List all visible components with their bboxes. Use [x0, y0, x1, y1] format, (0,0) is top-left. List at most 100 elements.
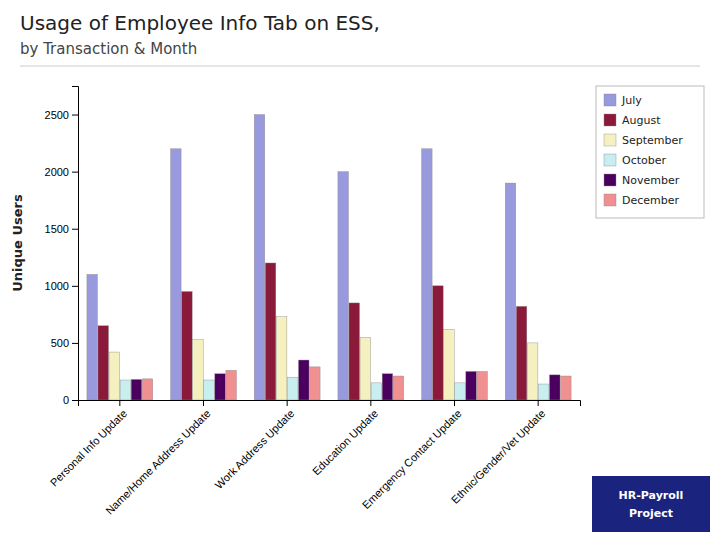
title: Usage of Employee Info Tab on ESS, — [20, 11, 380, 35]
legend: July August September October November Decemb… — [596, 86, 704, 218]
logo: HR-PayrollProject — [592, 476, 710, 532]
bar — [204, 380, 215, 400]
legend-item: September — [604, 134, 683, 147]
bar-series — [142, 367, 571, 400]
tick: 2000 — [45, 166, 78, 178]
subtitle: by Transaction & Month — [20, 40, 197, 58]
tick-label: Personal Info Update — [48, 407, 130, 489]
legend-swatch — [604, 94, 616, 106]
tick-label: Name/Home Address Update — [103, 407, 213, 517]
bar — [433, 286, 444, 400]
bar — [120, 380, 131, 400]
legend-item: July — [604, 94, 642, 107]
bar — [349, 303, 360, 400]
tick: Emergency Contact Update — [360, 400, 464, 511]
legend-swatch — [604, 114, 616, 126]
bar-series — [109, 317, 538, 400]
bar — [371, 383, 382, 400]
bar — [382, 374, 393, 400]
bars — [87, 115, 571, 400]
bar-series — [98, 263, 527, 400]
axis-line — [79, 401, 581, 407]
tick-mark — [370, 400, 371, 406]
legend-frame — [596, 86, 704, 218]
legend-label: July — [621, 94, 642, 107]
tick: 0 — [63, 394, 78, 406]
tick-mark — [72, 343, 78, 344]
legend-label: September — [622, 134, 683, 147]
tick-mark — [119, 400, 120, 406]
bar — [338, 172, 349, 400]
bar — [444, 329, 455, 400]
tick: Work Address Update — [212, 400, 296, 491]
title-rule — [20, 66, 700, 67]
tick-label: Emergency Contact Update — [360, 407, 464, 511]
bar — [455, 383, 466, 400]
tick-mark — [287, 400, 288, 406]
chart: Usage of Employee Info Tab on ESS, by Tra… — [0, 0, 720, 540]
tick: 500 — [51, 337, 78, 349]
bar — [310, 367, 321, 400]
tick: Name/Home Address Update — [103, 400, 213, 517]
bar — [422, 149, 433, 400]
legend-item: November — [604, 174, 680, 187]
bar — [171, 149, 182, 400]
tick: 1500 — [45, 223, 78, 235]
bar — [527, 343, 538, 400]
legend-swatch — [604, 194, 616, 206]
bar — [299, 360, 310, 400]
bar — [98, 326, 109, 400]
tick-label: Ethnic/Gender/Vet Update — [449, 407, 548, 506]
axis-line — [72, 87, 79, 401]
bar — [109, 352, 120, 400]
x-axis: Personal Info UpdateName/Home Address Up… — [48, 400, 581, 517]
tick-label: Education Update — [310, 407, 380, 477]
bar — [87, 274, 98, 400]
legend-label: October — [622, 154, 666, 167]
bar — [226, 370, 237, 400]
legend-item: December — [604, 194, 680, 207]
bar — [477, 371, 488, 400]
legend-label: December — [622, 194, 680, 207]
bar — [538, 384, 549, 400]
bar — [254, 115, 265, 400]
bar — [516, 306, 527, 400]
tick-label: 2500 — [45, 109, 69, 121]
plot: 0 500 1000 1500 2000 2500 Personal Info Update… — [45, 87, 581, 517]
legend-item: October — [604, 154, 666, 167]
bar — [505, 183, 516, 400]
bar — [360, 337, 371, 400]
tick-label: 1000 — [45, 280, 69, 292]
bar — [142, 379, 153, 400]
bar — [276, 317, 287, 400]
legend-item: August — [604, 114, 661, 127]
legend-swatch — [604, 154, 616, 166]
logo-box — [592, 476, 710, 532]
bar — [265, 263, 276, 400]
tick-mark — [72, 286, 78, 287]
legend-swatch — [604, 174, 616, 186]
legend-swatch — [604, 134, 616, 146]
y-axis-label: Unique Users — [10, 194, 25, 292]
bar — [393, 376, 404, 400]
bar — [466, 371, 477, 400]
bar — [193, 339, 204, 400]
bar — [550, 375, 561, 400]
tick-mark — [203, 400, 204, 406]
legend-label: November — [622, 174, 680, 187]
bar — [131, 379, 142, 400]
bar-series — [87, 115, 516, 400]
tick-mark — [72, 229, 78, 230]
tick-label: 2000 — [45, 166, 69, 178]
annotation: Project — [629, 507, 673, 520]
tick: 2500 — [45, 109, 78, 121]
y-axis: 0 500 1000 1500 2000 2500 — [45, 87, 79, 407]
bar-series — [131, 360, 560, 400]
bar — [287, 377, 298, 400]
tick: Ethnic/Gender/Vet Update — [449, 400, 548, 506]
tick: 1000 — [45, 280, 78, 292]
bar — [215, 374, 226, 400]
tick-mark — [72, 172, 78, 173]
tick-label: Work Address Update — [212, 407, 296, 491]
tick-mark — [454, 400, 455, 406]
